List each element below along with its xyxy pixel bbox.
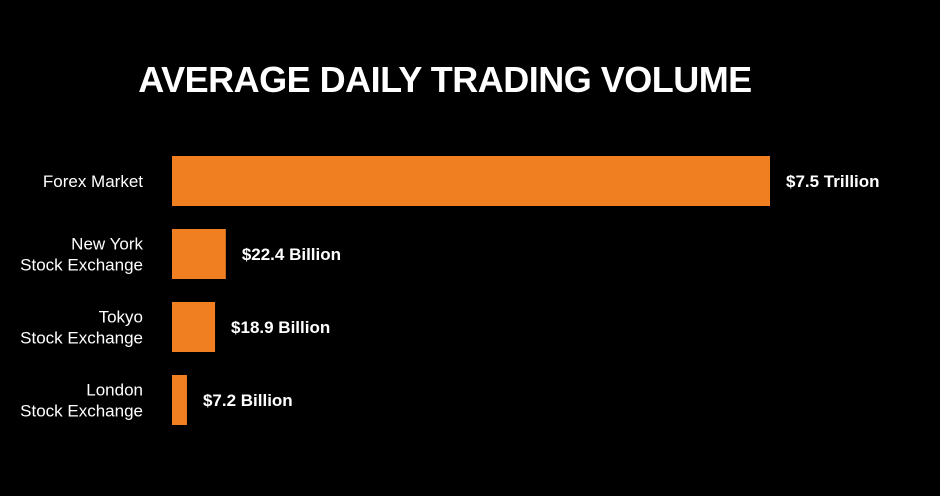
bar-0 xyxy=(172,156,770,206)
bar-3 xyxy=(172,375,187,425)
value-label-0: $7.5 Trillion xyxy=(786,172,880,191)
category-label-3-0: London xyxy=(86,381,143,400)
category-label-2-1: Stock Exchange xyxy=(20,329,143,348)
chart-title: AVERAGE DAILY TRADING VOLUME xyxy=(138,59,752,100)
value-label-2: $18.9 Billion xyxy=(231,318,330,337)
value-label-3: $7.2 Billion xyxy=(203,391,293,410)
category-label-3-1: Stock Exchange xyxy=(20,402,143,421)
category-label-2-0: Tokyo xyxy=(99,308,143,327)
bar-1 xyxy=(172,229,226,279)
category-label-0-0: Forex Market xyxy=(43,172,143,191)
value-label-1: $22.4 Billion xyxy=(242,245,341,264)
category-label-1-1: Stock Exchange xyxy=(20,256,143,275)
bar-2 xyxy=(172,302,216,352)
category-label-1-0: New York xyxy=(71,235,143,254)
